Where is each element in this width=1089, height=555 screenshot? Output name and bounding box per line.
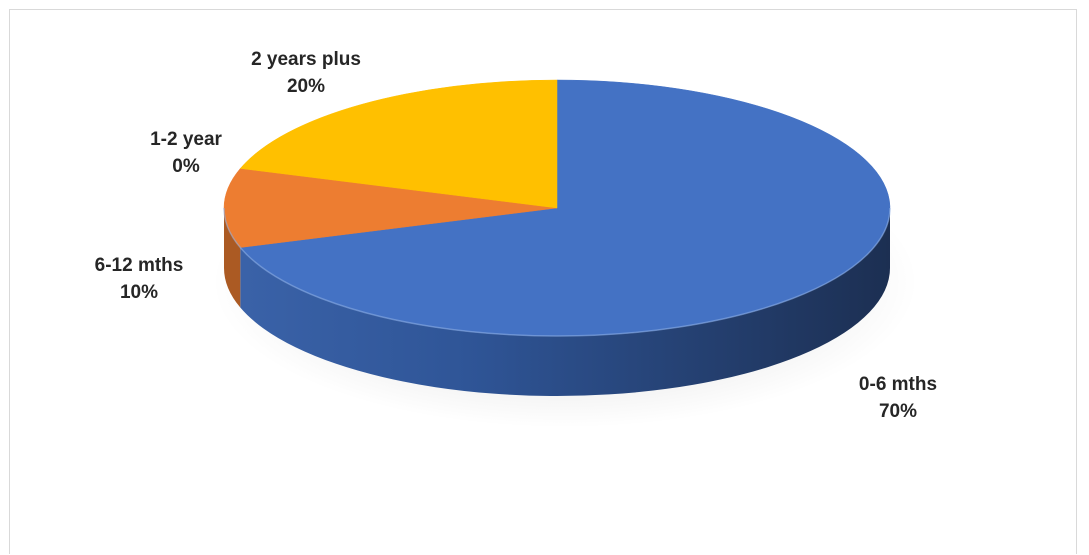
data-label-3: 1-2 year 0% bbox=[150, 129, 222, 177]
data-label-4: 2 years plus 20% bbox=[251, 49, 361, 97]
pie-rim bbox=[223, 207, 891, 337]
label-layer: 0-6 mths 70% 6-12 mths 10% 1-2 year 0% 2 years… bbox=[95, 49, 937, 422]
data-label-category: 6-12 mths bbox=[95, 255, 184, 276]
pie-side-2 bbox=[224, 208, 241, 308]
pie-layer bbox=[212, 79, 918, 428]
pie-chart: 0-6 mths 70% 6-12 mths 10% 1-2 year 0% 2 years… bbox=[95, 49, 937, 428]
data-label-value: 0% bbox=[172, 156, 200, 177]
data-label-category: 2 years plus bbox=[251, 49, 361, 70]
data-label-1: 0-6 mths 70% bbox=[859, 374, 937, 422]
data-label-value: 20% bbox=[287, 76, 325, 97]
data-label-value: 10% bbox=[120, 282, 158, 303]
chart-frame: 0-6 mths 70% 6-12 mths 10% 1-2 year 0% 2 years… bbox=[9, 9, 1077, 554]
data-label-category: 0-6 mths bbox=[859, 374, 937, 395]
data-label-value: 70% bbox=[879, 401, 917, 422]
pie-slice-4 bbox=[239, 79, 558, 209]
pie-side-1 bbox=[240, 208, 891, 397]
data-label-category: 1-2 year bbox=[150, 129, 222, 150]
data-label-2: 6-12 mths 10% bbox=[95, 255, 184, 303]
